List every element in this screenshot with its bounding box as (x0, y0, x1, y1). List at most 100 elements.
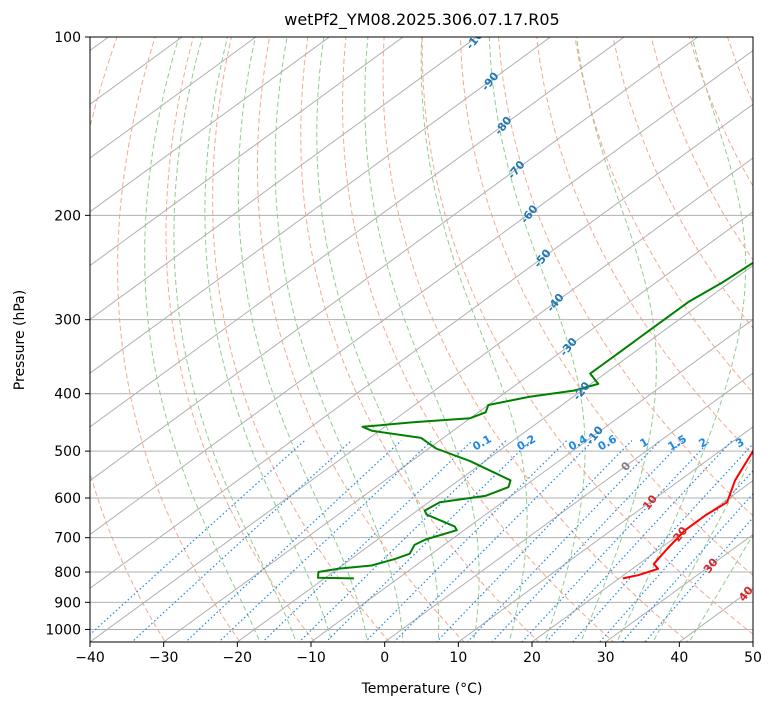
isotherm-line (90, 37, 552, 374)
mixing-ratio-line (131, 440, 352, 642)
moist-adiabat-line (274, 37, 404, 642)
mixing-ratio-line (90, 440, 306, 636)
dry-adiabats (90, 10, 775, 654)
mixing-ratio-line (298, 440, 507, 642)
isotherm-line (457, 426, 753, 642)
x-axis-label: Temperature (°C) (361, 681, 483, 697)
isotherm-line (604, 533, 753, 642)
isotherm-line (90, 37, 478, 320)
x-tick-label: 10 (449, 650, 467, 666)
isotherm-line (90, 157, 753, 642)
isotherm-label: 0 (619, 459, 634, 473)
isotherm-label: 10 (640, 492, 660, 512)
x-tick-label: 0 (380, 650, 389, 666)
moist-adiabat-line (688, 534, 753, 642)
mixing-ratio-line (325, 440, 532, 642)
x-axis: −40 −30 −20 −10 0 10 20 30 40 50 (75, 642, 762, 666)
dry-adiabat-line (459, 37, 753, 576)
isotherms (90, 37, 753, 642)
mixing-ratio-label: 1.5 (666, 432, 689, 453)
moist-adiabat-line (616, 37, 747, 642)
dry-adiabat-line (756, 10, 775, 654)
mixing-ratio-line (435, 440, 633, 642)
x-tick-label: −40 (75, 650, 105, 666)
moist-adiabat-line (204, 37, 333, 642)
x-tick-label: −20 (223, 650, 253, 666)
mixing-ratio-line (393, 440, 594, 642)
mixing-ratio-line (466, 440, 661, 642)
dry-adiabat-line (117, 37, 241, 642)
isotherm-line (90, 37, 625, 428)
pressure-gridlines (90, 37, 753, 630)
dry-adiabat-line (165, 37, 316, 642)
y-tick-label: 100 (54, 30, 81, 46)
x-tick-label: 20 (523, 650, 541, 666)
isotherm-line (162, 211, 753, 642)
mixing-ratio-line (184, 440, 402, 642)
moist-adiabat-line (316, 37, 440, 642)
isotherm-line (90, 103, 753, 589)
mixing-ratio-line (261, 440, 473, 642)
y-tick-label: 500 (54, 444, 81, 460)
isotherm-line (90, 37, 404, 267)
isotherm-line (236, 264, 753, 642)
dry-adiabat-line (497, 37, 753, 517)
x-tick-label: 50 (744, 650, 762, 666)
mixing-ratio-line (545, 440, 733, 642)
isotherm-line (752, 641, 753, 642)
mixing-ratio-label: 0.2 (515, 432, 538, 453)
x-tick-label: −30 (149, 650, 179, 666)
dry-adiabat-line (212, 37, 391, 642)
isotherm-line (90, 49, 753, 536)
isotherm-label: -80 (492, 114, 515, 138)
isotherm-label: -90 (479, 69, 502, 93)
isotherm-line (90, 37, 331, 213)
y-axis-label: Pressure (hPa) (12, 290, 28, 390)
isotherm-line (90, 37, 699, 482)
y-tick-label: 900 (54, 595, 81, 611)
dewpoint-profile-line (317, 261, 753, 580)
mixing-ratio-line (571, 443, 753, 642)
x-tick-label: −10 (296, 650, 326, 666)
dry-adiabat-line (574, 37, 753, 394)
plot-frame (89, 36, 754, 643)
mixing-ratio-label: 3 (733, 435, 746, 450)
y-tick-label: 800 (54, 565, 81, 581)
isotherm-line (90, 37, 257, 159)
y-tick-label: 600 (54, 491, 81, 507)
isotherm-line (310, 318, 753, 642)
chart-title: wetPf2_YM08.2025.306.07.17.R05 (284, 10, 559, 30)
dry-adiabat-line (300, 37, 540, 642)
isotherm-label: 30 (701, 555, 721, 575)
y-tick-label: 200 (54, 208, 81, 224)
isotherm-line (383, 372, 753, 642)
isotherm-line (531, 480, 753, 642)
x-tick-label: 40 (670, 650, 688, 666)
isotherm-label: -30 (557, 335, 580, 359)
mixing-ratio-label: 0.1 (470, 432, 493, 453)
mixing-ratio-labels: 0.1 0.2 0.4 0.6 1 1.5 2 3 (470, 432, 746, 453)
temperature-profile-line (622, 448, 753, 580)
dry-adiabat-line (341, 37, 615, 642)
moist-adiabat-line (488, 37, 586, 642)
x-tick-label: 30 (597, 650, 615, 666)
moist-adiabat-line (576, 37, 657, 642)
y-tick-label: 300 (54, 313, 81, 329)
mixing-ratio-line (521, 440, 711, 642)
isotherm-label: -60 (518, 202, 541, 226)
mixing-ratio-line (644, 516, 753, 642)
dry-adiabat-line (421, 37, 753, 635)
y-tick-label: 1000 (45, 622, 81, 638)
moist-adiabat-line (652, 454, 753, 642)
isotherm-label: -20 (570, 379, 593, 403)
isotherm-label: -40 (544, 291, 567, 315)
y-tick-label: 700 (54, 531, 81, 547)
mixing-ratio-line (491, 440, 684, 642)
moist-adiabat-line (144, 37, 261, 642)
isotherm-label: -70 (505, 158, 528, 182)
dry-adiabat-line (90, 37, 166, 642)
series-lines (317, 261, 753, 580)
y-axis: 100 200 300 400 500 600 700 800 900 1000 (45, 30, 90, 638)
